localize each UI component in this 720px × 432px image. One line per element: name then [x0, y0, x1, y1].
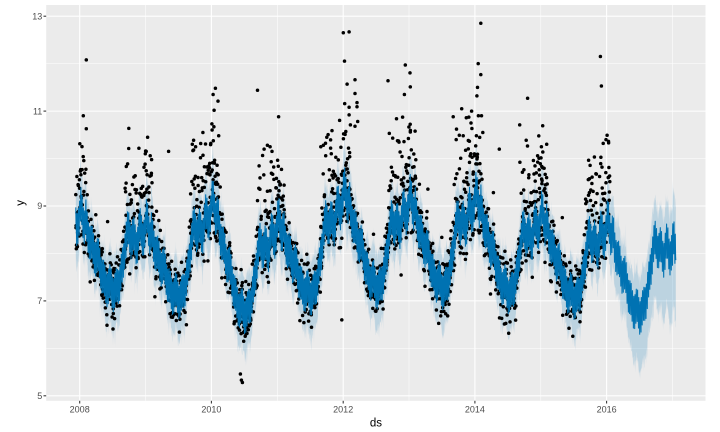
svg-text:y: y: [15, 200, 27, 206]
svg-text:7: 7: [37, 296, 42, 306]
svg-text:2014: 2014: [465, 404, 485, 414]
svg-text:2016: 2016: [597, 404, 617, 414]
svg-text:11: 11: [33, 106, 42, 116]
svg-text:5: 5: [37, 391, 42, 401]
svg-text:2010: 2010: [201, 404, 221, 414]
svg-text:2008: 2008: [70, 404, 90, 414]
svg-text:ds: ds: [370, 418, 382, 430]
svg-text:13: 13: [32, 11, 42, 21]
svg-text:9: 9: [37, 201, 42, 211]
svg-text:2012: 2012: [333, 404, 353, 414]
